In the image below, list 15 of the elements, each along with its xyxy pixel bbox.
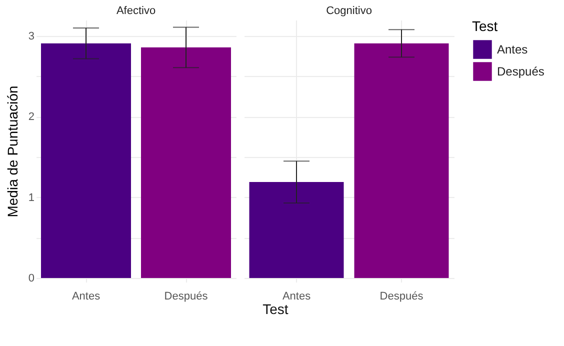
x-tick-label: Antes bbox=[282, 290, 312, 302]
y-tick-label: 3 bbox=[28, 30, 34, 43]
y-tick-label: 2 bbox=[28, 111, 34, 124]
y-tick-label: 1 bbox=[28, 192, 34, 204]
x-tick-label: Después bbox=[380, 290, 424, 302]
legend-title: Test bbox=[472, 18, 498, 34]
x-axis-title: Test bbox=[262, 301, 288, 317]
legend-label: Después bbox=[497, 64, 544, 78]
chart-title: Afectivo bbox=[116, 5, 156, 17]
y-tick-label: 0 bbox=[28, 272, 34, 284]
x-tick-label: Antes bbox=[72, 290, 101, 302]
y-axis-title: Media de Puntuación bbox=[4, 86, 20, 218]
chart-title: Cognitivo bbox=[326, 5, 372, 17]
x-tick-label: Después bbox=[164, 290, 208, 302]
legend-label: Antes bbox=[497, 42, 528, 56]
